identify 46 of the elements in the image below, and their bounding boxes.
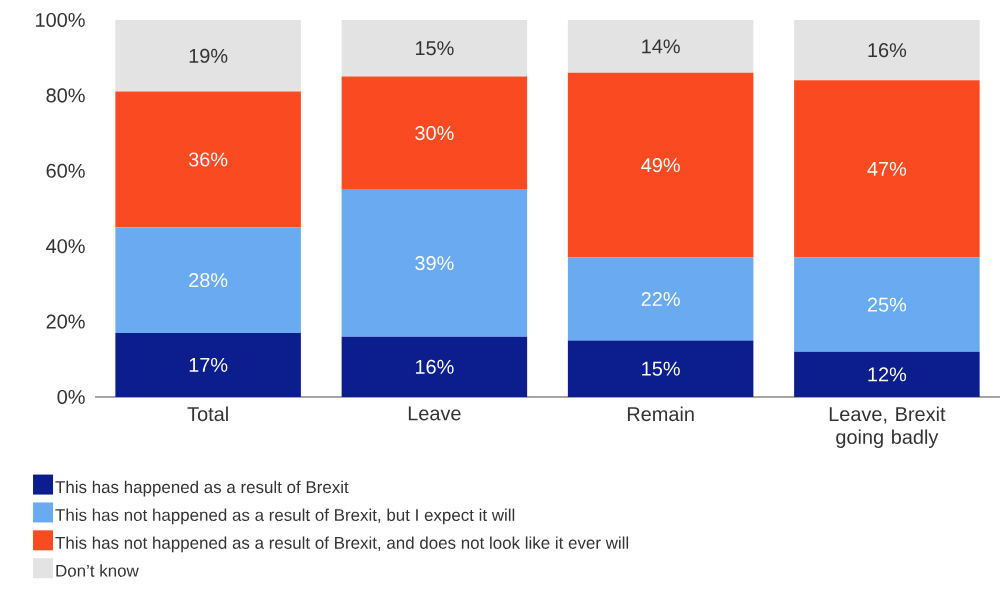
bar xyxy=(794,80,980,258)
bar xyxy=(567,340,754,397)
data-label: 15% xyxy=(642,361,680,376)
data-label: 30% xyxy=(415,126,454,141)
y-tick-label: 20% xyxy=(46,314,85,329)
data-label: 15% xyxy=(415,41,454,56)
y-tick-label: 60% xyxy=(46,163,85,178)
data-label: 28% xyxy=(189,273,228,288)
y-tick-label: 0% xyxy=(57,389,85,405)
data-label: 19% xyxy=(189,48,228,63)
legend-label: This has not happened as a result of Brexit, and does not look like it ever will xyxy=(55,536,629,553)
bar xyxy=(794,351,980,397)
data-label: 17% xyxy=(189,357,228,372)
bar xyxy=(567,72,754,258)
data-label: 16% xyxy=(415,359,454,374)
data-label: 36% xyxy=(188,152,228,167)
y-tick-label: 100% xyxy=(36,12,85,28)
x-tick-label: Leave, Brexit going badly xyxy=(829,406,946,448)
bar xyxy=(115,19,301,92)
data-label: 22% xyxy=(641,291,680,306)
x-tick-label: Total xyxy=(187,406,228,422)
bar xyxy=(115,91,301,228)
data-label: 47% xyxy=(867,161,907,176)
legend-label: Don’t know xyxy=(56,564,139,577)
bar xyxy=(341,76,528,190)
data-label: 12% xyxy=(868,367,907,382)
data-label: 16% xyxy=(868,43,907,58)
x-tick-label: Remain xyxy=(627,406,694,422)
legend-label: This has happened as a result of Brexit xyxy=(55,480,349,497)
bar xyxy=(115,227,301,333)
bar xyxy=(341,189,528,337)
y-tick-label: 40% xyxy=(46,239,85,254)
data-label: 25% xyxy=(867,297,907,312)
bar xyxy=(567,257,754,341)
bar xyxy=(341,336,528,397)
x-tick-label: Leave xyxy=(408,406,461,421)
bar xyxy=(794,257,980,352)
data-label: 14% xyxy=(642,39,680,54)
bar xyxy=(341,19,528,77)
legend-label: This has not happened as a result of Brexit, but I expect it will xyxy=(55,508,515,525)
y-tick-label: 80% xyxy=(46,88,85,103)
bar xyxy=(794,19,980,81)
data-label: 49% xyxy=(641,158,680,173)
data-label: 39% xyxy=(415,256,454,271)
bar xyxy=(115,332,301,397)
bar xyxy=(567,19,754,73)
